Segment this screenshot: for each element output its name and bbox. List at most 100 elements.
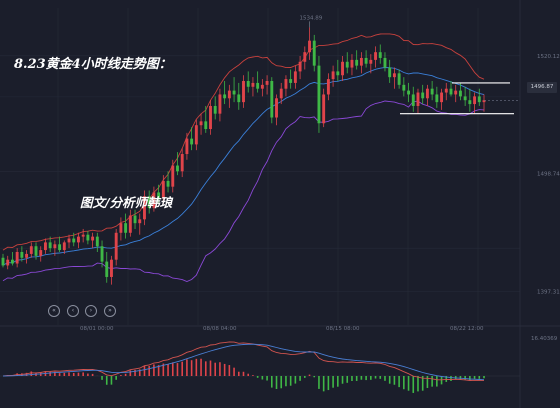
candle-body: [128, 215, 132, 233]
candle-body: [444, 88, 448, 93]
candle-body: [67, 238, 71, 243]
candle-body: [185, 138, 189, 155]
candle-body: [341, 61, 344, 76]
candle-body: [58, 244, 62, 251]
current-price-badge: 1496.87: [527, 82, 557, 93]
candle-body: [482, 100, 486, 103]
candle-body: [279, 88, 283, 99]
candle-body: [421, 92, 425, 99]
candle-body: [374, 52, 377, 60]
candle-body: [10, 259, 14, 264]
candle-body: [251, 82, 255, 87]
candle-body: [213, 105, 217, 114]
candle-body: [355, 59, 359, 66]
candle-body: [81, 234, 85, 237]
candle-body: [143, 196, 146, 220]
candle-body: [209, 105, 212, 130]
candle-body: [284, 79, 288, 89]
candle-body: [350, 59, 354, 68]
candle-body: [29, 246, 33, 254]
x-tick-label: 08/01 00:00: [80, 326, 114, 332]
candle-body: [227, 90, 231, 99]
candle-body: [91, 236, 95, 241]
bollinger-lower-line: [2, 100, 485, 282]
candle-body: [180, 154, 184, 172]
candle-body: [114, 232, 118, 260]
candle-body: [256, 82, 260, 89]
candle-body: [194, 125, 198, 145]
candle-body: [402, 84, 406, 91]
candle-body: [86, 234, 90, 241]
candle-body: [53, 244, 57, 249]
candle-body: [303, 52, 307, 62]
step-back-icon[interactable]: ‹: [67, 305, 79, 317]
candle-body: [25, 253, 29, 258]
candle-body: [171, 165, 175, 187]
macd-dif-line: [2, 341, 484, 382]
candle-body: [62, 242, 66, 251]
candle-body: [190, 138, 194, 145]
macd-dea-line: [2, 343, 485, 381]
candle-body: [345, 61, 349, 68]
candle-body: [293, 71, 297, 83]
candle-body: [383, 57, 387, 68]
candle-body: [326, 79, 330, 95]
candle-body: [34, 246, 38, 256]
candle-body: [20, 251, 24, 258]
candle-body: [331, 71, 335, 80]
x-tick-label: 08/15 08:00: [326, 326, 360, 332]
candle-body: [454, 90, 458, 95]
x-tick-label: 08/08 04:00: [203, 326, 237, 332]
candle-body: [430, 88, 434, 95]
chart-title-annotation: 8.23黄金4小时线走势图：: [14, 56, 172, 72]
step-forward-icon[interactable]: ›: [85, 305, 97, 317]
y-tick-label: 1520.12: [537, 54, 560, 60]
candle-body: [312, 40, 316, 66]
candle-body: [204, 121, 208, 130]
candle-body: [336, 71, 340, 76]
y-tick-label: 1397.31: [537, 290, 560, 296]
candle-body: [477, 96, 481, 103]
candle-body: [322, 94, 326, 124]
candle-body: [157, 192, 161, 199]
double-left-icon[interactable]: «: [48, 305, 60, 317]
candle-body: [407, 90, 410, 95]
double-right-icon[interactable]: »: [104, 305, 116, 317]
candle-body: [138, 219, 142, 224]
candle-body: [15, 251, 19, 264]
candle-body: [458, 90, 462, 97]
candle-body: [133, 215, 137, 224]
candle-body: [359, 57, 363, 66]
candle-body: [317, 65, 321, 124]
candle-body: [378, 52, 382, 58]
candle-body: [369, 59, 373, 64]
candle-body: [124, 223, 128, 233]
candle-body: [95, 236, 99, 247]
candle-body: [388, 67, 392, 78]
candle-body: [72, 238, 76, 243]
candle-body: [232, 90, 236, 95]
candle-body: [411, 94, 415, 106]
macd-y-tick-label: 16.40369: [531, 336, 558, 342]
candle-body: [298, 61, 302, 72]
candle-body: [242, 81, 245, 103]
candle-body: [246, 81, 250, 87]
candle-body: [473, 96, 477, 105]
candle-body: [416, 92, 420, 106]
candle-body: [275, 98, 278, 118]
candle-body: [289, 79, 293, 83]
candle-body: [308, 40, 311, 53]
candle-body: [39, 250, 43, 256]
candle-body: [449, 88, 453, 95]
candle-body: [110, 259, 113, 277]
candle-body: [100, 246, 104, 262]
candle-body: [468, 100, 472, 105]
candle-body: [199, 121, 203, 126]
x-tick-label: 08/22 12:00: [450, 326, 484, 332]
candle-body: [440, 92, 444, 103]
candle-body: [364, 57, 368, 64]
candle-body: [425, 88, 429, 99]
candle-body: [237, 94, 241, 103]
